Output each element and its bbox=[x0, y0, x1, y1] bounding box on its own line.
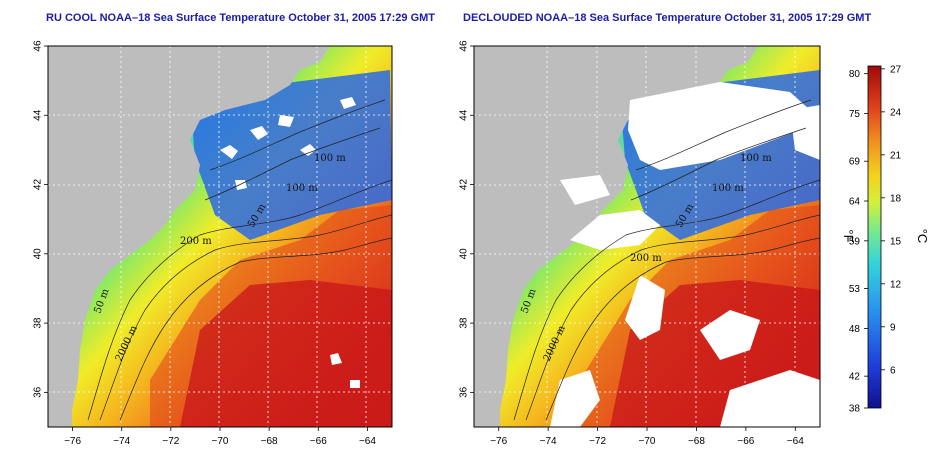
left-lon-tick-label: −74 bbox=[113, 436, 130, 447]
right-lon-tick-label: −76 bbox=[490, 436, 507, 447]
contour-label: 100 m bbox=[712, 183, 744, 194]
left-lon-tick-label: −66 bbox=[310, 436, 327, 447]
fahrenheit-tick-label: 48 bbox=[849, 324, 861, 335]
right-lon-tick-label: −74 bbox=[540, 436, 557, 447]
right-lon-tick-label: −64 bbox=[787, 436, 804, 447]
fahrenheit-axis-label: °F bbox=[841, 229, 856, 242]
celsius-tick-label: 24 bbox=[890, 107, 902, 118]
left-lat-tick-label: 38 bbox=[33, 317, 44, 329]
contour-label: 200 m bbox=[630, 253, 662, 264]
fahrenheit-tick-label: 38 bbox=[849, 404, 861, 415]
fahrenheit-tick-label: 80 bbox=[849, 69, 861, 80]
cloud-mask bbox=[550, 82, 820, 427]
graticule bbox=[474, 46, 820, 427]
fahrenheit-tick-label: 75 bbox=[849, 109, 861, 120]
left-lon-tick-label: −68 bbox=[261, 436, 278, 447]
temperature-colorbar: 80 75 69 64 59 53 48 42 38 27 24 21 18 15 12 9 6 °F °C bbox=[841, 64, 930, 414]
contour-label: 100 m bbox=[740, 153, 772, 164]
panel-title-raw: RU COOL NOAA–18 Sea Surface Temperature … bbox=[46, 12, 436, 24]
right-lat-tick-label: 40 bbox=[459, 248, 470, 260]
celsius-tick-label: 6 bbox=[890, 365, 896, 376]
warm-core bbox=[180, 280, 392, 427]
contour-label: 100 m bbox=[314, 153, 346, 164]
right-lon-tick-label: −68 bbox=[688, 436, 705, 447]
fahrenheit-tick-label: 69 bbox=[849, 157, 861, 168]
fahrenheit-tick-label: 42 bbox=[849, 372, 861, 383]
left-lat-tick-label: 42 bbox=[33, 179, 44, 191]
contour-label: 100 m bbox=[286, 183, 318, 194]
right-lat-tick-label: 46 bbox=[459, 40, 470, 52]
map-panel-declouded: 100 m 100 m 50 m 200 m 50 m 2000 m −76 −7… bbox=[459, 40, 821, 447]
right-lon-tick-label: −70 bbox=[639, 436, 656, 447]
left-lat-tick-label: 44 bbox=[33, 109, 44, 121]
celsius-tick-label: 12 bbox=[890, 279, 902, 290]
right-lon-tick-label: −66 bbox=[737, 436, 754, 447]
right-lat-tick-label: 36 bbox=[459, 386, 470, 398]
bathymetry-contours bbox=[513, 99, 820, 421]
left-lat-tick-label: 46 bbox=[33, 40, 44, 52]
panel-title-declouded: DECLOUDED NOAA–18 Sea Surface Temperatur… bbox=[463, 12, 872, 24]
fahrenheit-tick-label: 53 bbox=[849, 284, 861, 295]
graticule bbox=[48, 46, 392, 427]
right-lat-tick-label: 44 bbox=[459, 109, 470, 121]
right-lon-tick-label: −72 bbox=[589, 436, 606, 447]
contour-label: 200 m bbox=[180, 236, 212, 247]
celsius-axis-label: °C bbox=[915, 229, 930, 244]
celsius-tick-label: 21 bbox=[890, 150, 902, 161]
celsius-tick-label: 15 bbox=[890, 236, 902, 247]
colorbar-scale bbox=[867, 65, 882, 409]
land-coast bbox=[474, 46, 758, 427]
fahrenheit-tick-label: 64 bbox=[849, 197, 861, 208]
bathymetry-contours bbox=[87, 99, 392, 421]
left-lon-tick-label: −70 bbox=[212, 436, 229, 447]
left-lat-tick-label: 36 bbox=[33, 386, 44, 398]
celsius-tick-label: 18 bbox=[890, 193, 902, 204]
celsius-tick-label: 27 bbox=[890, 64, 902, 75]
left-lon-tick-label: −64 bbox=[359, 436, 376, 447]
right-lat-tick-label: 42 bbox=[459, 179, 470, 191]
map-panel-raw: 100 m 100 m 50 m 200 m 50 m 2000 m −76 −7… bbox=[33, 40, 393, 447]
right-lat-tick-label: 38 bbox=[459, 317, 470, 329]
left-lon-tick-label: −76 bbox=[64, 436, 81, 447]
land-coast bbox=[48, 46, 330, 427]
fahrenheit-tick-label: 59 bbox=[849, 236, 861, 247]
left-lon-tick-label: −72 bbox=[162, 436, 179, 447]
cold-water-patch bbox=[190, 70, 392, 240]
left-lat-tick-label: 40 bbox=[33, 248, 44, 260]
celsius-tick-label: 9 bbox=[890, 322, 896, 333]
